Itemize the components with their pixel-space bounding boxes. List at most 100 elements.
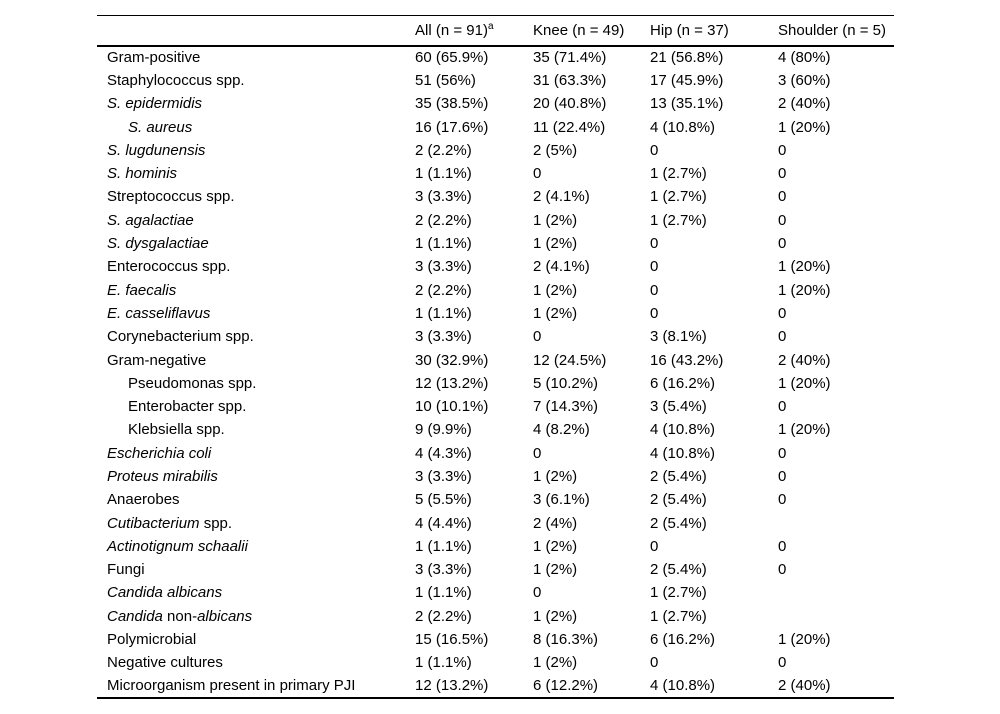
organism-label: Fungi [97, 558, 415, 581]
microorganism-table: All (n = 91)a Knee (n = 49) Hip (n = 37)… [97, 15, 894, 699]
table-row: Klebsiella spp. 9 (9.9%) 4 (8.2%) 4 (10.8%)… [97, 418, 894, 441]
value-cell: 3 (8.1%) [650, 328, 707, 346]
table-row: Negative cultures 1 (1.1%) 1 (2%) 0 0 [97, 651, 894, 674]
table-row: Actinotignum schaalii 1 (1.1%) 1 (2%) 0 0 [97, 535, 894, 558]
value-cell: 0 [650, 258, 659, 276]
value-cell [778, 605, 894, 628]
value-cell: 2 (2.2%) [415, 607, 472, 625]
organism-label-segment: Microorganism present in primary PJI [107, 677, 356, 695]
table-row: Candida albicans 1 (1.1%) 0 1 (2.7%) [97, 581, 894, 604]
value-cell: 21 (56.8%) [650, 49, 724, 67]
table-row: E. faecalis 2 (2.2%) 1 (2%) 0 1 (20%) [97, 278, 894, 301]
value-cell: 17 (45.9%) [650, 71, 724, 89]
organism-label-segment: E. casseliflavus [107, 304, 211, 322]
organism-label-segment: Fungi [107, 561, 145, 579]
value-cell: 0 [778, 537, 787, 555]
table-row: Gram-positive 60 (65.9%) 35 (71.4%) 21 (56.… [97, 46, 894, 69]
organism-label: Polymicrobial [97, 628, 415, 651]
value-cell: 13 (35.1%) [650, 95, 724, 113]
organism-label-segment: S. dysgalactiae [107, 235, 209, 253]
value-cell: 4 (4.4%) [415, 514, 472, 532]
value-cell: 10 (10.1%) [415, 398, 489, 416]
table-row: Escherichia coli 4 (4.3%) 0 4 (10.8%) 0 [97, 442, 894, 465]
organism-label-segment: S. agalactiae [107, 211, 194, 229]
organism-label-segment: E. faecalis [107, 281, 177, 299]
organism-label: Escherichia coli [97, 442, 415, 465]
organism-label-segment: S. aureus [128, 118, 193, 136]
value-cell: 2 (2.2%) [415, 211, 472, 229]
value-cell: 4 (4.3%) [415, 444, 472, 462]
organism-label: Corynebacterium spp. [97, 325, 415, 348]
organism-label-segment: Candida [107, 607, 163, 625]
organism-label-segment: S. epidermidis [107, 95, 203, 113]
organism-label: Anaerobes [97, 488, 415, 511]
value-cell: 1 (2.7%) [650, 211, 707, 229]
value-cell: 2 (4%) [533, 514, 578, 532]
value-cell: 2 (5.4%) [650, 561, 707, 579]
value-cell: 16 (43.2%) [650, 351, 724, 369]
organism-label-segment: Negative cultures [107, 654, 223, 672]
value-cell: 35 (38.5%) [415, 95, 489, 113]
value-cell: 1 (2%) [533, 304, 578, 322]
value-cell: 9 (9.9%) [415, 421, 472, 439]
value-cell: 1 (20%) [778, 421, 831, 439]
value-cell: 0 [650, 304, 659, 322]
value-cell: 0 [650, 281, 659, 299]
organism-label: E. faecalis [97, 278, 415, 301]
value-cell: 1 (2%) [533, 211, 578, 229]
value-cell: 1 (20%) [778, 631, 831, 649]
value-cell: 12 (13.2%) [415, 374, 489, 392]
value-cell: 2 (2.2%) [415, 141, 472, 159]
value-cell: 1 (2.7%) [650, 165, 707, 183]
table-row: Corynebacterium spp. 3 (3.3%) 0 3 (8.1%) 0 [97, 325, 894, 348]
organism-label-segment: Streptococcus spp. [107, 188, 235, 206]
organism-label: Actinotignum schaalii [97, 535, 415, 558]
value-cell: 0 [533, 584, 542, 602]
organism-label: Gram-negative [97, 348, 415, 371]
value-cell: 1 (2.7%) [650, 188, 707, 206]
value-cell: 1 (1.1%) [415, 654, 472, 672]
organism-label-segment: spp. [199, 514, 233, 532]
organism-label-segment: Actinotignum schaalii [107, 537, 248, 555]
value-cell: 1 (1.1%) [415, 537, 472, 555]
value-cell: 0 [650, 235, 659, 253]
value-cell: 0 [778, 654, 787, 672]
organism-label: Microorganism present in primary PJI [97, 675, 415, 698]
organism-label: E. casseliflavus [97, 302, 415, 325]
header-organism-column [97, 15, 415, 47]
value-cell: 1 (1.1%) [415, 584, 472, 602]
value-cell: 1 (2%) [533, 281, 578, 299]
value-cell: 4 (80%) [778, 49, 831, 67]
value-cell: 2 (2.2%) [415, 281, 472, 299]
value-cell: 1 (2.7%) [650, 607, 707, 625]
value-cell: 16 (17.6%) [415, 118, 489, 136]
value-cell: 51 (56%) [415, 71, 476, 89]
value-cell: 35 (71.4%) [533, 49, 607, 67]
value-cell: 1 (1.1%) [415, 235, 472, 253]
organism-label: Gram-positive [97, 46, 415, 69]
value-cell: 0 [778, 211, 787, 229]
value-cell: 1 (20%) [778, 281, 831, 299]
header-all-footnote-marker: a [487, 20, 494, 32]
table-row: S. lugdunensis 2 (2.2%) 2 (5%) 0 0 [97, 139, 894, 162]
value-cell: 3 (3.3%) [415, 467, 472, 485]
value-cell: 2 (4.1%) [533, 258, 590, 276]
table-row: S. hominis 1 (1.1%) 0 1 (2.7%) 0 [97, 162, 894, 185]
organism-label-segment: Escherichia coli [107, 444, 212, 462]
organism-label-segment: S. lugdunensis [107, 141, 206, 159]
organism-label-segment: non- [162, 607, 198, 625]
value-cell: 1 (2%) [533, 607, 578, 625]
value-cell [778, 581, 894, 604]
value-cell: 1 (2.7%) [650, 584, 707, 602]
value-cell: 2 (40%) [778, 351, 831, 369]
value-cell: 31 (63.3%) [533, 71, 607, 89]
header-knee-label: Knee (n = 49) [533, 21, 625, 39]
value-cell: 3 (60%) [778, 71, 831, 89]
header-shoulder-column: Shoulder (n = 5) [778, 15, 894, 47]
table-row: Polymicrobial 15 (16.5%) 8 (16.3%) 6 (16.2%… [97, 628, 894, 651]
value-cell: 0 [778, 328, 787, 346]
value-cell: 11 (22.4%) [533, 118, 606, 136]
value-cell: 0 [778, 141, 787, 159]
value-cell: 3 (3.3%) [415, 188, 472, 206]
value-cell: 1 (20%) [778, 258, 831, 276]
